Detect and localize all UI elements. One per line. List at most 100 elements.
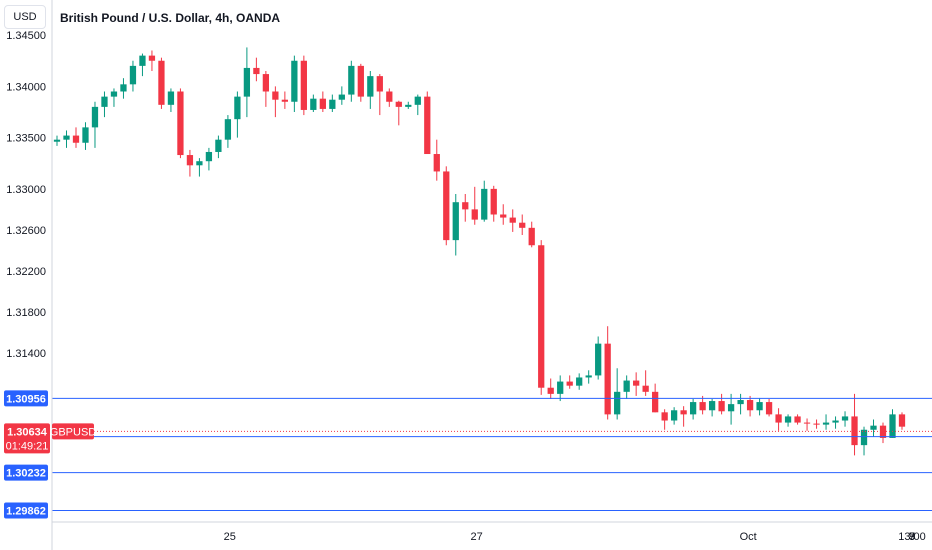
candle-body — [509, 217, 516, 223]
level-price-label[interactable]: 1.30232 — [4, 464, 48, 481]
currency-button[interactable]: USD — [4, 5, 46, 29]
candle — [860, 426, 868, 456]
candle-body — [405, 104, 412, 107]
candle — [746, 395, 754, 417]
candle-body — [357, 65, 364, 97]
candle — [898, 412, 906, 430]
candle — [737, 393, 744, 415]
candle-body — [557, 381, 564, 394]
candle-body — [566, 381, 573, 386]
candle-body — [101, 96, 108, 107]
candle — [300, 55, 307, 116]
symbol-tag-text: GBPUSD — [50, 426, 97, 438]
candle — [310, 94, 317, 112]
candle-body — [595, 343, 602, 376]
candle — [708, 399, 716, 417]
candle — [832, 416, 839, 429]
candle — [386, 88, 393, 107]
candle-body — [718, 401, 725, 412]
candle-body — [689, 402, 697, 415]
candle — [433, 139, 440, 181]
candle-body — [205, 151, 213, 162]
candle — [158, 57, 165, 109]
candle — [595, 336, 602, 380]
candle — [538, 240, 545, 395]
candle — [642, 370, 649, 396]
candle — [82, 122, 89, 150]
candle — [784, 414, 792, 427]
candle-body — [452, 202, 459, 241]
level-price-label[interactable]: 1.29862 — [4, 502, 48, 519]
level-price-label[interactable]: 1.30956 — [4, 390, 48, 407]
last-price-value: 1.30634 — [7, 426, 48, 438]
y-tick-label: 1.32200 — [6, 266, 46, 278]
candle-body — [841, 416, 849, 421]
candle — [186, 149, 194, 177]
candle-body — [642, 385, 649, 392]
candle-body — [519, 222, 526, 228]
candle — [63, 130, 70, 148]
x-tick-label: Oct — [740, 531, 757, 543]
x-tick-label: 13:00 — [898, 531, 926, 543]
candle-body — [338, 94, 345, 100]
candle — [376, 74, 383, 116]
candle-body — [329, 99, 336, 109]
candle — [110, 88, 118, 107]
candle-body — [832, 420, 839, 423]
last-price-bg — [4, 423, 50, 454]
chart-title: British Pound / U.S. Dollar, 4h, OANDA — [60, 11, 281, 25]
candle-body — [652, 391, 659, 413]
candle-body — [395, 101, 402, 107]
candle — [841, 411, 849, 427]
candle-body — [148, 55, 156, 61]
candle-body — [319, 98, 326, 109]
candle-body — [167, 91, 175, 105]
candle-body — [870, 425, 877, 430]
candle — [291, 55, 298, 112]
y-tick-label: 1.32600 — [6, 225, 46, 237]
candle-body — [310, 98, 317, 110]
candle-body — [272, 91, 279, 100]
candle-body — [822, 422, 830, 425]
candle — [120, 78, 127, 99]
candle-body — [708, 401, 716, 411]
candle-body — [547, 387, 554, 394]
candle — [167, 88, 175, 112]
candle-body — [490, 188, 497, 215]
candle-body — [462, 202, 469, 210]
candle — [139, 53, 146, 77]
candle-body — [803, 422, 811, 424]
candle — [319, 91, 326, 112]
candle-body — [813, 423, 820, 425]
candle-body — [348, 65, 355, 95]
candle — [367, 71, 374, 109]
y-tick-label: 1.31400 — [6, 348, 46, 360]
candle-body — [291, 60, 298, 102]
candle-body — [727, 404, 735, 412]
candle-body — [224, 119, 232, 140]
candle — [281, 91, 288, 109]
candle-body — [129, 65, 137, 85]
candle-body — [253, 67, 260, 75]
candle — [177, 88, 184, 159]
candle-body — [424, 96, 431, 155]
candle — [765, 399, 773, 417]
candle-body — [110, 91, 118, 97]
candle — [53, 135, 61, 146]
candle — [253, 57, 260, 82]
candle-body — [500, 214, 507, 218]
candle — [272, 86, 279, 118]
candle — [196, 158, 203, 177]
candle-body — [756, 402, 763, 411]
candle-body — [585, 375, 592, 378]
candle-body — [851, 416, 858, 446]
candle-body — [281, 99, 288, 102]
candle-body — [623, 380, 630, 392]
candle — [234, 91, 241, 138]
x-tick-label: 25 — [224, 531, 236, 543]
candle-body — [367, 76, 374, 97]
candle-body — [528, 227, 535, 246]
candle — [680, 406, 687, 427]
